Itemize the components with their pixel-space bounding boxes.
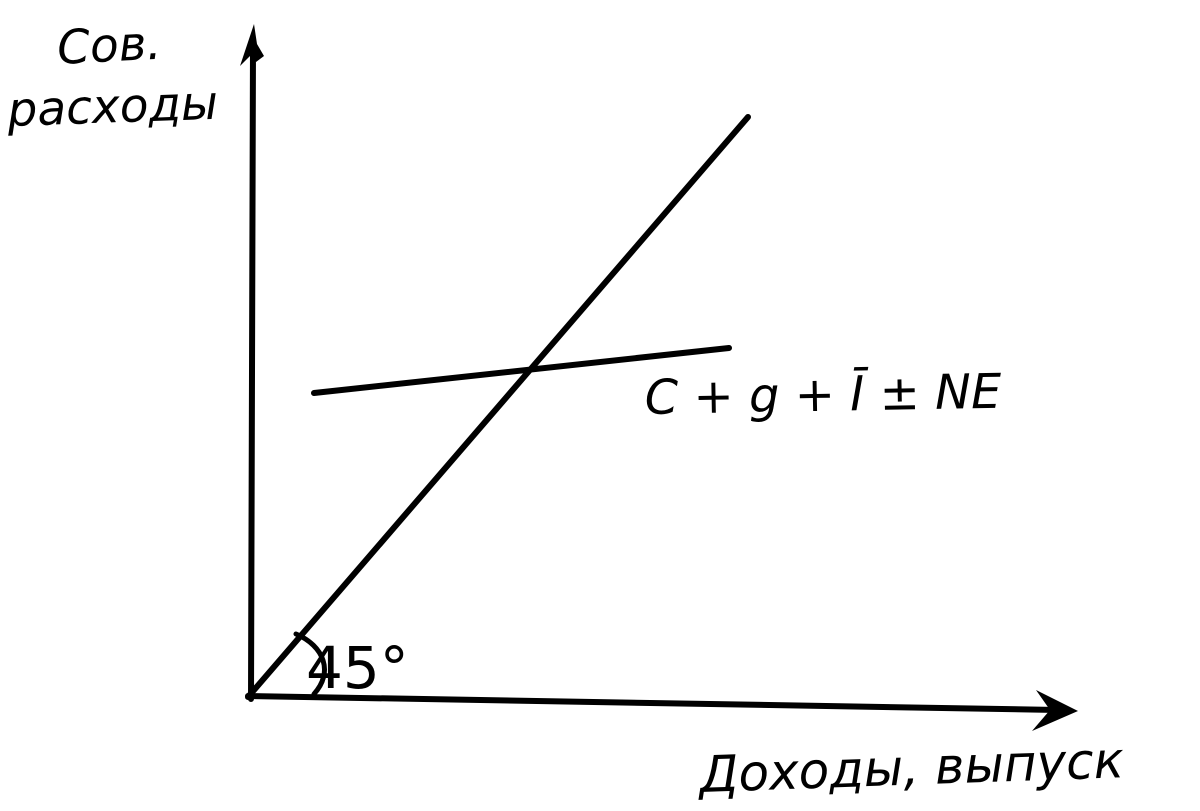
y-axis-label-line1: Сов.: [56, 16, 163, 76]
line-45-degree: [245, 114, 751, 700]
angle-annotation: 45°: [306, 634, 409, 702]
x-axis-line: [245, 693, 1061, 713]
line-planned-expenditure: [311, 345, 732, 396]
angle-arc: [293, 631, 327, 697]
y-axis-label-line2: расходы: [5, 76, 218, 138]
y-axis-line: [248, 41, 256, 702]
y-axis-arrowhead-icon: [240, 24, 264, 66]
x-axis-arrowhead-icon: [1032, 690, 1078, 731]
x-axis-label: Доходы, выпуск: [696, 731, 1124, 804]
expenditure-line-label: C + g + Ī ± NE: [644, 364, 1002, 426]
